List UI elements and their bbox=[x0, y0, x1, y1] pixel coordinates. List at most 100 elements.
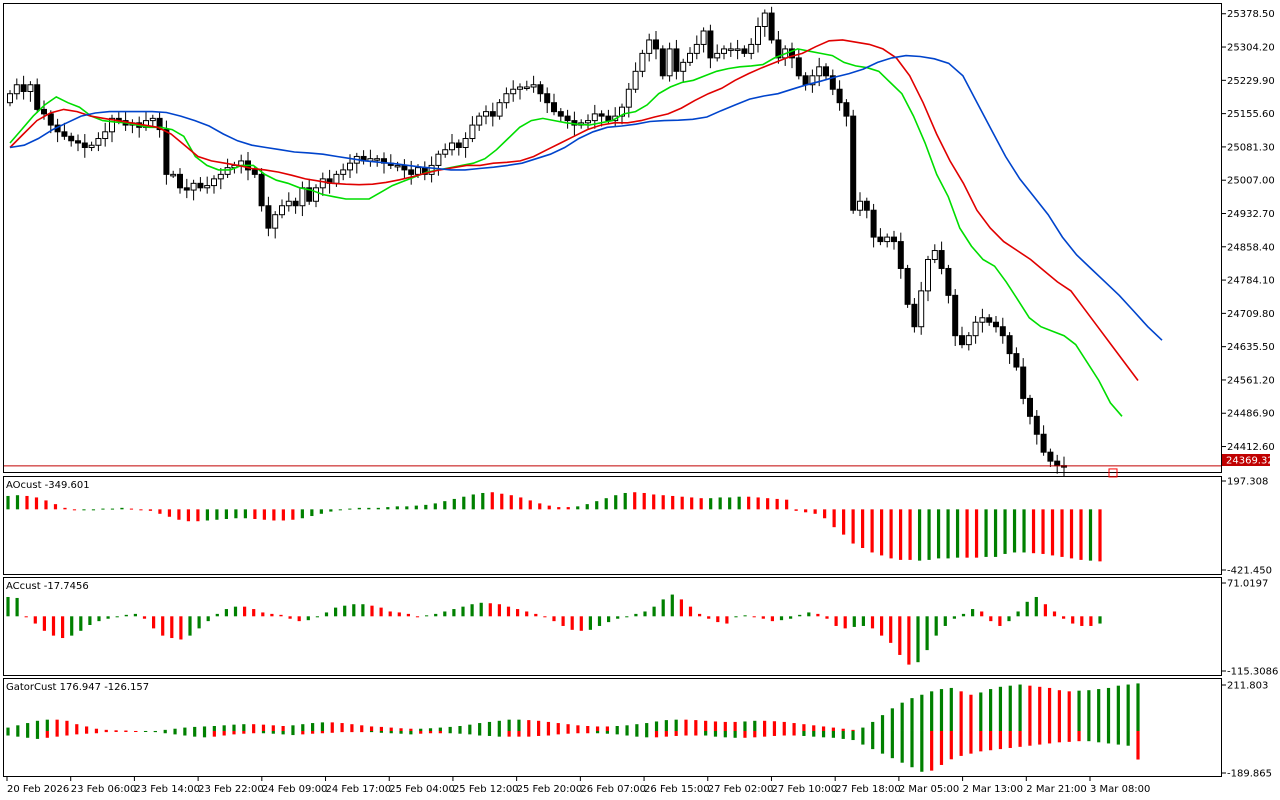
ao-histogram-bar bbox=[823, 509, 827, 519]
ac-histogram-bar bbox=[425, 615, 429, 617]
candle-body bbox=[258, 173, 265, 207]
candle-body bbox=[251, 169, 258, 175]
gator-upper-bar bbox=[301, 724, 305, 731]
ac-histogram-bar bbox=[197, 616, 201, 629]
gator-upper-bar bbox=[45, 719, 49, 731]
gator-upper-bar bbox=[1028, 685, 1032, 731]
gator-lower-bar bbox=[1057, 730, 1061, 743]
ao-histogram-bar bbox=[158, 509, 162, 514]
ac-histogram-bar bbox=[324, 612, 329, 617]
gator-lower-bar bbox=[55, 730, 59, 737]
ac-histogram-bar bbox=[288, 616, 292, 619]
ao-histogram-bar bbox=[974, 509, 979, 558]
time-axis-label: 23 Feb 22:00 bbox=[198, 784, 264, 795]
gator-lower-bar bbox=[595, 730, 600, 734]
gator-upper-bar bbox=[6, 727, 10, 731]
ao-histogram-bar bbox=[737, 496, 741, 510]
candle-body bbox=[775, 39, 782, 59]
gator-upper-bar bbox=[586, 726, 590, 731]
gator-upper-bar bbox=[625, 725, 629, 731]
candle-body bbox=[1027, 397, 1033, 417]
gator-lower-bar bbox=[537, 730, 541, 736]
gator-lower-bar bbox=[202, 730, 207, 738]
candle-body bbox=[557, 111, 564, 117]
gator-upper-bar bbox=[605, 726, 609, 731]
candle-body bbox=[102, 131, 109, 140]
ao-histogram-bar bbox=[462, 496, 466, 510]
candle-body bbox=[870, 209, 877, 238]
ac-histogram-bar bbox=[707, 616, 711, 619]
current-price-tag bbox=[1222, 454, 1270, 466]
ao-indicator-panel[interactable] bbox=[3, 476, 1222, 575]
gator-lower-bar bbox=[114, 730, 118, 732]
gator-upper-bar bbox=[419, 728, 423, 731]
candle-body bbox=[625, 88, 632, 108]
ao-histogram-bar bbox=[595, 501, 599, 510]
ac-histogram-bar bbox=[907, 616, 911, 665]
ac-histogram-bar bbox=[70, 616, 74, 636]
ac-histogram-bar bbox=[361, 604, 365, 617]
gator-lower-bar bbox=[507, 730, 511, 737]
ac-histogram-bar bbox=[152, 616, 156, 629]
gator-lower-bar bbox=[271, 730, 275, 734]
price-axis-label: 25081.30 bbox=[1227, 142, 1275, 153]
main-price-panel[interactable] bbox=[3, 3, 1222, 473]
ao-histogram-bar bbox=[357, 507, 361, 510]
candle-body bbox=[415, 167, 421, 175]
gator-upper-bar bbox=[350, 724, 354, 731]
candle-body bbox=[795, 57, 802, 77]
candle-body bbox=[1033, 415, 1040, 435]
gator-upper-bar bbox=[1018, 684, 1022, 731]
gator-lower-bar bbox=[772, 730, 777, 736]
ao-histogram-bar bbox=[652, 494, 656, 510]
gator-lower-bar bbox=[448, 730, 452, 734]
ao-histogram-bar bbox=[623, 492, 627, 510]
ac-histogram-bar bbox=[479, 602, 483, 617]
time-axis-label: 24 Feb 17:00 bbox=[326, 784, 392, 795]
ao-histogram-bar bbox=[1031, 509, 1036, 554]
ac-indicator-panel[interactable] bbox=[3, 577, 1222, 676]
gator-lower-bar bbox=[281, 730, 285, 735]
ac-histogram-bar bbox=[261, 612, 265, 617]
ac-histogram-bar bbox=[898, 616, 902, 655]
candle-body bbox=[680, 61, 687, 72]
candle-body bbox=[897, 241, 904, 269]
candle-body bbox=[836, 88, 843, 104]
ac-histogram-bar bbox=[6, 596, 10, 617]
gator-lower-bar bbox=[556, 730, 560, 735]
gator-indicator-panel[interactable] bbox=[3, 678, 1222, 777]
candle-body bbox=[34, 84, 41, 110]
ac-axis-label: 71.0197 bbox=[1227, 579, 1268, 590]
ac-histogram-bar bbox=[943, 616, 947, 626]
price-axis-label: 24932.70 bbox=[1227, 209, 1275, 220]
time-axis-label: 20 Feb 2026 bbox=[7, 784, 69, 795]
gator-upper-bar bbox=[517, 719, 521, 731]
candle-body bbox=[455, 142, 462, 148]
ac-histogram-bar bbox=[51, 616, 56, 636]
gator-upper-bar bbox=[448, 726, 452, 731]
gator-upper-bar bbox=[900, 702, 904, 731]
candle-body bbox=[279, 205, 285, 216]
gator-upper-bar bbox=[399, 728, 403, 731]
gator-upper-bar bbox=[566, 724, 570, 731]
ac-histogram-bar bbox=[470, 604, 474, 617]
gator-lower-bar bbox=[183, 730, 187, 736]
gator-lower-bar bbox=[763, 730, 767, 737]
candle-body bbox=[707, 30, 714, 59]
gator-upper-bar bbox=[890, 708, 894, 731]
gator-lower-bar bbox=[949, 730, 953, 760]
ao-histogram-bar bbox=[139, 509, 143, 511]
candle-body bbox=[347, 162, 353, 171]
candle-body bbox=[517, 86, 523, 90]
ac-histogram-bar bbox=[42, 616, 46, 631]
ac-histogram-bar bbox=[370, 605, 374, 617]
gator-upper-bar bbox=[271, 725, 275, 731]
ao-histogram-bar bbox=[576, 506, 580, 510]
candle-body bbox=[850, 115, 857, 211]
price-axis-label: 25378.50 bbox=[1227, 9, 1275, 20]
candle-body bbox=[931, 250, 938, 261]
candle-body bbox=[585, 120, 591, 124]
ao-histogram-bar bbox=[756, 497, 760, 510]
ac-histogram-bar bbox=[880, 616, 884, 636]
